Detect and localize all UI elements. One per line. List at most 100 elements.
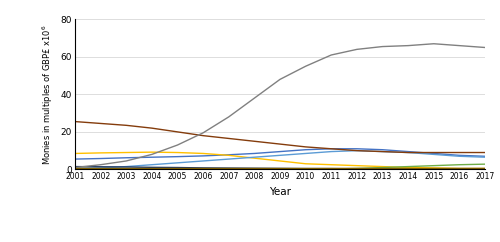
LAMA/LABA — [277, 168, 283, 171]
ICS — [354, 149, 360, 152]
ICS/LABA — [252, 97, 258, 100]
LAMA/LABA — [328, 167, 334, 170]
ICS/SABA — [226, 167, 232, 170]
Line: ICS: ICS — [75, 121, 485, 152]
SABA — [174, 155, 180, 158]
SABA — [431, 152, 437, 155]
ICS/LABA — [200, 131, 206, 134]
LAMA — [200, 159, 206, 162]
SABA — [226, 153, 232, 156]
ICS — [277, 143, 283, 145]
LAMA/LABA — [302, 168, 308, 171]
Mast cell stabilisors — [482, 167, 488, 170]
Mast cell stabilisors — [405, 167, 411, 170]
LAMA/LABA — [431, 164, 437, 167]
ICS/SABA — [456, 167, 462, 170]
LAMA/LABA — [405, 165, 411, 168]
SAMA — [354, 166, 360, 169]
ICS/SABA — [174, 167, 180, 170]
LAMA/LABA — [252, 168, 258, 171]
Mast cell stabilisors — [302, 167, 308, 170]
ICS/LABA — [482, 46, 488, 49]
LABA — [380, 165, 386, 168]
ICS — [328, 147, 334, 150]
LABA — [354, 164, 360, 167]
LABA — [123, 151, 129, 154]
LAMA — [123, 165, 129, 168]
LABA — [252, 157, 258, 160]
SAMA — [174, 166, 180, 169]
SABA — [354, 147, 360, 150]
ICS/LABA — [354, 48, 360, 51]
SABA — [302, 148, 308, 151]
SAMA — [328, 166, 334, 169]
ICS — [98, 122, 103, 125]
Mast cell stabilisors — [354, 167, 360, 170]
ICS/SABA — [328, 167, 334, 170]
SABA/SAMA — [174, 167, 180, 170]
ICS/LABA — [174, 144, 180, 146]
SAMA — [482, 166, 488, 169]
ICS — [380, 150, 386, 153]
LAMA — [380, 150, 386, 153]
SAMA — [72, 166, 78, 169]
SAMA — [226, 166, 232, 169]
SAMA — [431, 166, 437, 169]
ICS — [149, 127, 155, 130]
SABA/SAMA — [405, 167, 411, 170]
SAMA — [98, 166, 103, 169]
SABA/SAMA — [354, 167, 360, 170]
Line: Mast cell stabilisors: Mast cell stabilisors — [75, 166, 485, 169]
SABA/SAMA — [482, 167, 488, 170]
ICS/LABA — [431, 42, 437, 45]
SAMA — [380, 166, 386, 169]
ICS — [431, 151, 437, 154]
LABA — [277, 159, 283, 162]
LAMA — [431, 153, 437, 156]
ICS — [482, 151, 488, 154]
ICS/LABA — [98, 163, 103, 166]
SAMA — [302, 166, 308, 169]
SABA/SAMA — [226, 167, 232, 170]
ICS/SABA — [98, 167, 103, 170]
ICS/SABA — [405, 167, 411, 170]
SABA — [405, 150, 411, 153]
Mast cell stabilisors — [456, 167, 462, 170]
Mast cell stabilisors — [277, 167, 283, 170]
LAMA — [456, 155, 462, 158]
LAMA — [98, 166, 103, 169]
LABA — [72, 152, 78, 155]
LAMA/LABA — [354, 167, 360, 170]
ICS/LABA — [226, 115, 232, 118]
SABA/SAMA — [380, 167, 386, 170]
ICS/LABA — [405, 44, 411, 47]
LAMA — [174, 161, 180, 164]
SABA/SAMA — [456, 167, 462, 170]
ICS — [302, 145, 308, 148]
SAMA — [252, 166, 258, 169]
ICS/SABA — [482, 167, 488, 170]
Mast cell stabilisors — [72, 165, 78, 168]
ICS/LABA — [277, 78, 283, 81]
SAMA — [123, 166, 129, 169]
Line: SABA: SABA — [75, 149, 485, 159]
Mast cell stabilisors — [200, 166, 206, 169]
ICS — [72, 120, 78, 123]
LABA — [226, 154, 232, 157]
Mast cell stabilisors — [149, 166, 155, 169]
LAMA/LABA — [72, 168, 78, 171]
SABA — [456, 154, 462, 157]
LABA — [431, 166, 437, 169]
ICS/SABA — [200, 167, 206, 170]
SABA — [252, 152, 258, 155]
ICS/SABA — [277, 167, 283, 170]
SAMA — [200, 166, 206, 169]
SABA — [200, 154, 206, 157]
LAMA — [277, 154, 283, 157]
Mast cell stabilisors — [123, 166, 129, 168]
LABA — [328, 163, 334, 166]
ICS — [456, 151, 462, 154]
LAMA/LABA — [456, 163, 462, 166]
ICS/LABA — [123, 159, 129, 162]
ICS/SABA — [123, 167, 129, 170]
